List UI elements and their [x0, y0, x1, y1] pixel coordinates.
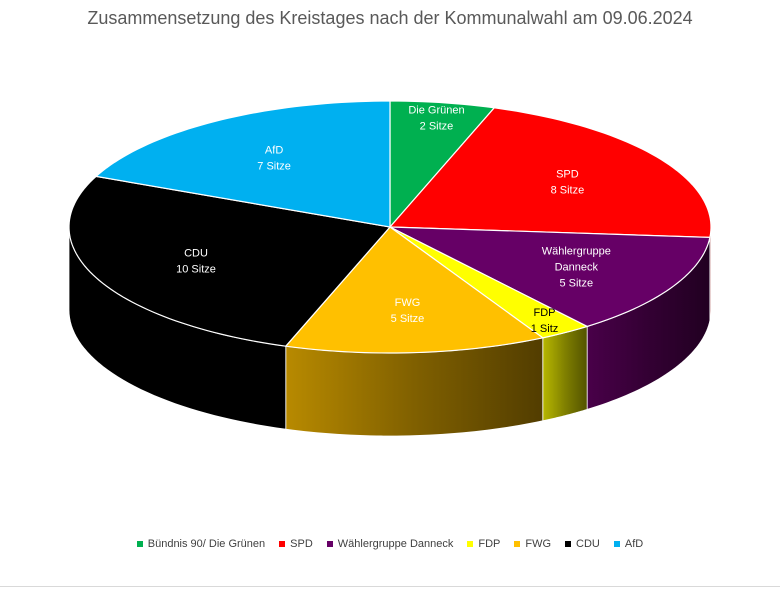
- legend-swatch: [279, 541, 286, 547]
- legend-item-afd: AfD: [613, 538, 644, 550]
- legend-item-fwg: FWG: [514, 538, 551, 550]
- legend-swatch: [326, 541, 333, 547]
- slice-label-fwg: FWG 5 Sitze: [391, 297, 425, 325]
- pie-slice-b-ndnis-90-die-gr-nen: [389, 100, 496, 229]
- pie-slice-w-hlergruppe-danneck: [389, 226, 711, 328]
- bottom-rule: [0, 586, 780, 587]
- legend-label: SPD: [290, 538, 313, 550]
- slice-label-w-hlergruppe-danneck: Wählergruppe Danneck 5 Sitze: [542, 246, 611, 290]
- pie-slice-afd: [94, 100, 391, 228]
- legend-label: CDU: [576, 538, 600, 550]
- legend-label: Bündnis 90/ Die Grünen: [147, 538, 266, 550]
- legend-label: AfD: [624, 538, 644, 550]
- legend-swatch: [613, 541, 620, 547]
- legend-swatch: [136, 541, 143, 547]
- pie-slices: [68, 100, 712, 354]
- legend-label: FDP: [478, 538, 501, 550]
- pie-side-fdp: [542, 325, 588, 422]
- legend-item-spd: SPD: [279, 538, 313, 550]
- pie-slice-fdp: [389, 226, 589, 339]
- pie-slice-fwg: [284, 226, 545, 354]
- legend-item-b-ndnis-90-die-gr-nen: Bündnis 90/ Die Grünen: [136, 538, 266, 550]
- slice-label-b-ndnis-90-die-gr-nen: Die Grünen 2 Sitze: [408, 105, 464, 133]
- legend-item-fdp: FDP: [467, 538, 500, 550]
- pie-slice-cdu: [68, 175, 392, 347]
- legend-swatch: [514, 541, 521, 547]
- legend-swatch: [467, 541, 474, 547]
- legend-label: FWG: [525, 538, 552, 550]
- pie-labels: Die Grünen 2 Sitze SPD 8 Sitze Wählergruppe D…: [176, 105, 611, 335]
- chart-title: Zusammensetzung des Kreistages nach der …: [87, 8, 693, 28]
- chart-legend: Bündnis 90/ Die Grünen SPD Wählergruppe Da…: [0, 538, 780, 550]
- slice-label-cdu: CDU 10 Sitze: [176, 247, 216, 275]
- pie-slice-spd: [388, 107, 712, 239]
- legend-swatch: [565, 541, 572, 547]
- legend-item-w-hlergruppe-danneck: Wählergruppe Danneck: [326, 538, 454, 550]
- slice-label-afd: AfD 7 Sitze: [257, 144, 291, 172]
- legend-item-cdu: CDU: [565, 538, 600, 550]
- legend-label: Wählergruppe Danneck: [337, 538, 454, 550]
- slice-label-spd: SPD 8 Sitze: [551, 169, 585, 197]
- slice-label-fdp: FDP 1 Sitz: [531, 307, 559, 335]
